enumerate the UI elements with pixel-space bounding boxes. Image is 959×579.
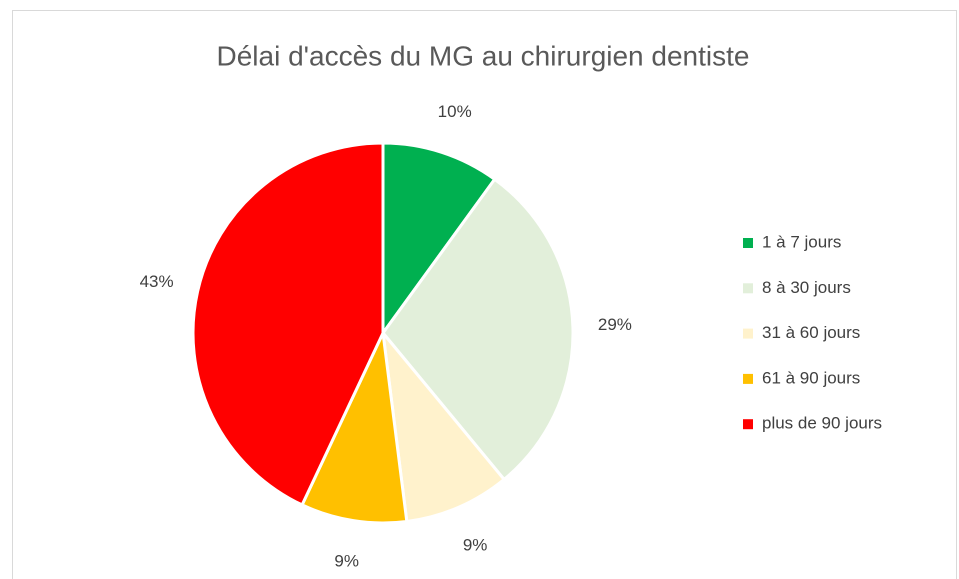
- legend-swatch: [743, 373, 753, 384]
- legend-swatch: [743, 283, 753, 294]
- legend-label: 1 à 7 jours: [762, 232, 841, 251]
- pie-slice: [300, 327, 409, 525]
- pie-slice: [191, 141, 385, 507]
- pie-slice: [381, 141, 497, 338]
- data-label: 10%: [438, 102, 472, 121]
- pie-slice: [380, 328, 507, 524]
- data-label: 43%: [140, 272, 174, 291]
- data-label: 9%: [463, 535, 488, 554]
- chart-title: Délai d'accès du MG au chirurgien dentis…: [217, 40, 750, 71]
- legend-label: plus de 90 jours: [762, 414, 882, 433]
- legend-swatch: [743, 328, 753, 339]
- data-label: 9%: [334, 552, 359, 571]
- pie-slice: [381, 177, 575, 482]
- legend-swatch: [743, 419, 753, 430]
- legend-swatch: [743, 238, 753, 248]
- legend-label: 61 à 90 jours: [762, 368, 860, 387]
- legend-label: 8 à 30 jours: [762, 278, 851, 297]
- legend-label: 31 à 60 jours: [762, 323, 860, 342]
- data-label: 29%: [598, 315, 632, 334]
